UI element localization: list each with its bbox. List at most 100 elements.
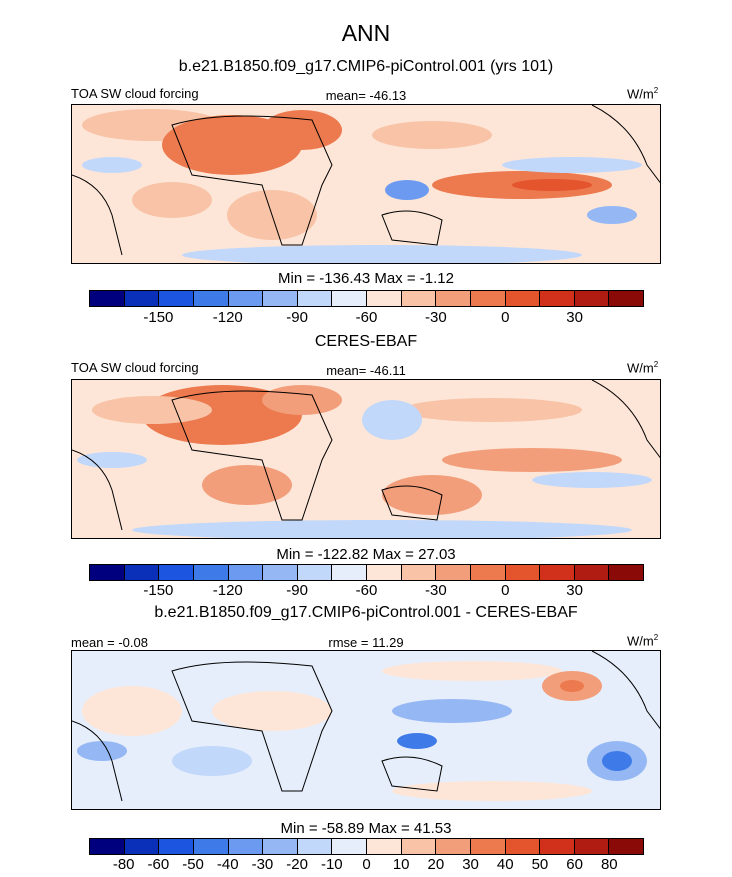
colorbar-segment xyxy=(609,291,643,306)
colorbar-tick-label: -30 xyxy=(251,856,274,873)
colorbar-segment xyxy=(297,565,333,580)
colorbar-segment xyxy=(124,291,160,306)
colorbar-segment xyxy=(193,565,229,580)
panel3-mean-label: mean = -0.08 xyxy=(71,635,148,650)
colorbar-tick-label: 10 xyxy=(392,856,410,873)
panel1-map xyxy=(71,104,661,264)
panel3-stats: Min = -58.89 Max = 41.53 xyxy=(280,820,452,837)
colorbar-tick-label: 30 xyxy=(566,582,583,599)
colorbar-segment xyxy=(193,839,229,854)
colorbar-segment xyxy=(90,291,125,306)
colorbar-tick-label: 60 xyxy=(566,856,583,873)
colorbar-segment xyxy=(401,291,437,306)
colorbar-segment xyxy=(90,839,125,854)
colorbar-segment xyxy=(332,839,367,854)
panel3-rmse-label: rmse = 11.29 xyxy=(328,635,404,650)
panel1-colorbar xyxy=(89,290,644,307)
colorbar-segment xyxy=(228,839,264,854)
colorbar-segment xyxy=(609,565,643,580)
panel2-header: CERES-EBAF xyxy=(314,333,418,350)
colorbar-segment xyxy=(263,839,298,854)
colorbar-segment xyxy=(367,291,402,306)
colorbar-segment xyxy=(124,565,160,580)
panel1-units: W/m2 xyxy=(627,86,659,102)
colorbar-tick-label: 0 xyxy=(501,582,510,599)
panel3-colorbar xyxy=(89,838,644,855)
colorbar-segment xyxy=(436,839,471,854)
colorbar-segment xyxy=(540,565,575,580)
colorbar-tick-label: -50 xyxy=(182,856,204,873)
panel1-mean-label: mean= -46.13 xyxy=(325,88,407,103)
colorbar-segment xyxy=(124,839,160,854)
season-title: ANN xyxy=(341,20,391,46)
panel1-header: b.e21.B1850.f09_g17.CMIP6-piControl.001 … xyxy=(178,58,554,75)
colorbar-segment xyxy=(436,565,471,580)
colorbar-tick-label: 0 xyxy=(501,309,510,326)
colorbar-segment xyxy=(159,839,194,854)
colorbar-segment xyxy=(574,565,610,580)
colorbar-tick-label: 80 xyxy=(600,856,618,873)
colorbar-segment xyxy=(609,839,643,854)
colorbar-segment xyxy=(367,565,402,580)
panel2-stats: Min = -122.82 Max = 27.03 xyxy=(276,546,456,563)
panel3-colorbar-ticks: -80 -60 -50 -40 -30 -20 -10 0 10 20 30 40 50 60 80 xyxy=(0,856,732,876)
panel2-map xyxy=(71,379,661,539)
colorbar-tick-label: 50 xyxy=(531,856,549,873)
panel2-mean-label: mean= -46.11 xyxy=(326,363,406,378)
colorbar-segment xyxy=(159,291,194,306)
colorbar-segment xyxy=(193,291,229,306)
colorbar-segment xyxy=(90,565,125,580)
panel1-stats: Min = -136.43 Max = -1.12 xyxy=(278,270,454,287)
colorbar-segment xyxy=(332,291,367,306)
colorbar-tick-label: -120 xyxy=(212,309,243,326)
colorbar-segment xyxy=(470,291,506,306)
colorbar-segment xyxy=(505,839,541,854)
colorbar-segment xyxy=(574,839,610,854)
colorbar-segment xyxy=(470,565,506,580)
panel2-units: W/m2 xyxy=(627,360,659,376)
colorbar-tick-label: -150 xyxy=(143,582,174,599)
colorbar-tick-label: 0 xyxy=(362,856,371,873)
colorbar-tick-label: -150 xyxy=(143,309,174,326)
colorbar-tick-label: 30 xyxy=(566,309,583,326)
colorbar-tick-label: -30 xyxy=(425,582,447,599)
colorbar-tick-label: -90 xyxy=(286,309,308,326)
colorbar-segment xyxy=(228,565,264,580)
colorbar-segment xyxy=(505,565,541,580)
panel2-colorbar xyxy=(89,564,644,581)
colorbar-segment xyxy=(401,565,437,580)
panel3-map xyxy=(71,650,661,810)
colorbar-segment xyxy=(263,291,298,306)
colorbar-segment xyxy=(401,839,437,854)
colorbar-tick-label: 40 xyxy=(496,856,514,873)
colorbar-tick-label: -60 xyxy=(355,582,378,599)
panel1-left-label: TOA SW cloud forcing xyxy=(71,86,199,101)
colorbar-segment xyxy=(367,839,402,854)
colorbar-segment xyxy=(297,291,333,306)
colorbar-tick-label: 20 xyxy=(427,856,445,873)
colorbar-segment xyxy=(228,291,264,306)
colorbar-tick-label: -10 xyxy=(320,856,343,873)
colorbar-segment xyxy=(297,839,333,854)
colorbar-tick-label: -60 xyxy=(355,309,378,326)
colorbar-segment xyxy=(332,565,367,580)
colorbar-segment xyxy=(436,291,471,306)
colorbar-tick-label: -20 xyxy=(286,856,308,873)
colorbar-tick-label: -40 xyxy=(216,856,239,873)
colorbar-tick-label: -120 xyxy=(212,582,243,599)
colorbar-segment xyxy=(574,291,610,306)
colorbar-tick-label: 30 xyxy=(462,856,479,873)
panel3-units: W/m2 xyxy=(627,633,659,649)
colorbar-segment xyxy=(159,565,194,580)
panel3-map-svg xyxy=(72,651,660,809)
panel3-header: b.e21.B1850.f09_g17.CMIP6-piControl.001 … xyxy=(154,604,578,621)
colorbar-tick-label: -60 xyxy=(147,856,170,873)
panel1-map-svg xyxy=(72,105,660,263)
panel2-colorbar-ticks: -150 -120 -90 -60 -30 0 30 xyxy=(0,582,732,602)
panel1-colorbar-ticks: -150 -120 -90 -60 -30 0 30 xyxy=(0,309,732,329)
colorbar-segment xyxy=(540,839,575,854)
colorbar-segment xyxy=(263,565,298,580)
colorbar-tick-label: -30 xyxy=(425,309,447,326)
colorbar-segment xyxy=(505,291,541,306)
colorbar-tick-label: -80 xyxy=(112,856,135,873)
